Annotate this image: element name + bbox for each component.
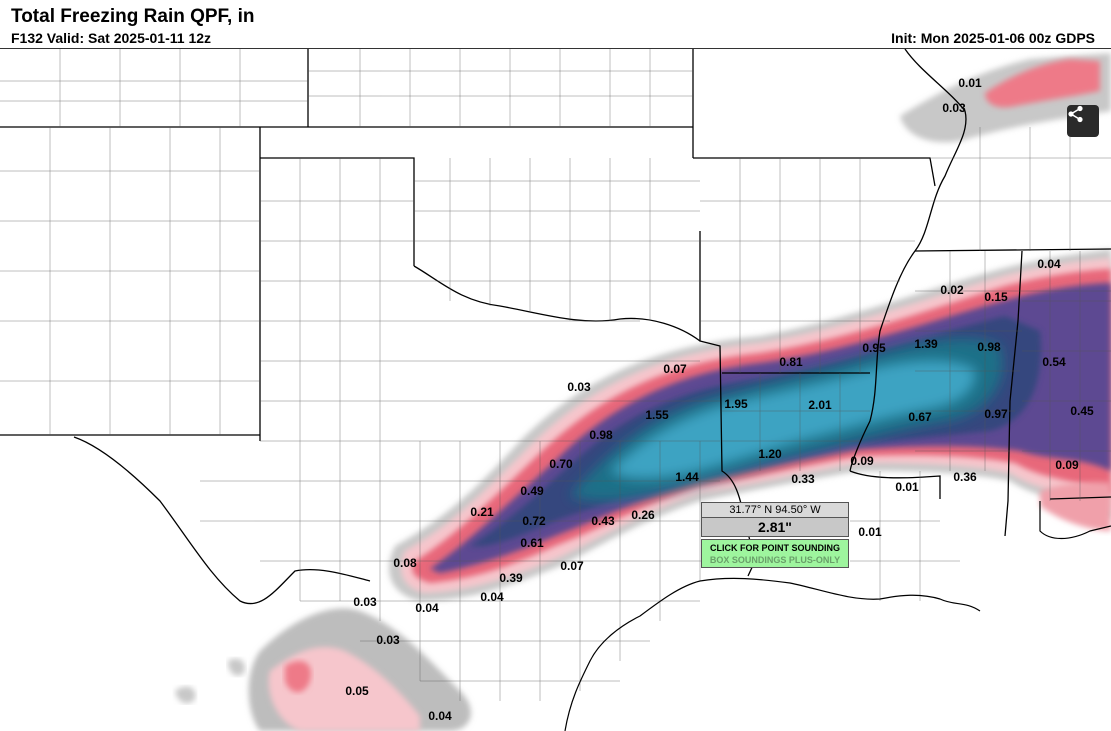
map-value-label: 2.01 bbox=[808, 398, 832, 412]
map-value-label: 1.39 bbox=[914, 337, 938, 351]
county-lines bbox=[0, 49, 1111, 701]
map-value-label: 0.21 bbox=[470, 505, 494, 519]
valid-time: F132 Valid: Sat 2025-01-11 12z bbox=[11, 30, 212, 46]
map-value-label: 0.81 bbox=[779, 355, 803, 369]
map-value-label: 0.05 bbox=[345, 684, 369, 698]
map-value-label: 0.15 bbox=[984, 290, 1008, 304]
map-value-label: 1.44 bbox=[675, 470, 699, 484]
map-value-label: 0.36 bbox=[953, 470, 977, 484]
map-value-label: 0.49 bbox=[520, 484, 544, 498]
map-value-label: 0.08 bbox=[393, 556, 417, 570]
map-value-label: 0.67 bbox=[908, 410, 932, 424]
map-value-label: 0.26 bbox=[631, 508, 655, 522]
map-value-label: 0.97 bbox=[984, 407, 1008, 421]
map-value-label: 0.95 bbox=[862, 341, 886, 355]
freezing-rain-shading bbox=[175, 53, 1111, 731]
point-popup: 31.77° N 94.50° W 2.81" CLICK FOR POINT … bbox=[701, 502, 849, 568]
popup-coordinates: 31.77° N 94.50° W bbox=[701, 502, 849, 518]
map-value-label: 0.07 bbox=[560, 559, 584, 573]
map-value-label: 0.01 bbox=[858, 525, 882, 539]
map-value-label: 0.02 bbox=[940, 283, 964, 297]
map-value-label: 0.98 bbox=[977, 340, 1001, 354]
map-value-label: 0.33 bbox=[791, 472, 815, 486]
map-value-label: 0.61 bbox=[520, 536, 544, 550]
map-value-label: 0.43 bbox=[591, 514, 615, 528]
map-value-label: 0.39 bbox=[499, 571, 523, 585]
map-value-label: 0.54 bbox=[1042, 355, 1066, 369]
map-value-label: 0.03 bbox=[567, 380, 591, 394]
map-value-label: 1.55 bbox=[645, 408, 669, 422]
map-value-label: 0.03 bbox=[942, 101, 966, 115]
header: Total Freezing Rain QPF, in F132 Valid: … bbox=[0, 0, 1111, 48]
map-value-label: 0.07 bbox=[663, 362, 687, 376]
map-value-label: 0.98 bbox=[589, 428, 613, 442]
map-value-label: 0.45 bbox=[1070, 404, 1094, 418]
map-value-label: 1.95 bbox=[724, 397, 748, 411]
point-sounding-button[interactable]: CLICK FOR POINT SOUNDING BOX SOUNDINGS P… bbox=[701, 539, 849, 568]
box-soundings-note: BOX SOUNDINGS PLUS-ONLY bbox=[709, 555, 841, 565]
share-button[interactable] bbox=[1067, 105, 1099, 137]
share-icon bbox=[1068, 105, 1083, 123]
map-value-label: 0.04 bbox=[415, 601, 439, 615]
map-area[interactable]: 0.01 0.03 0.04 0.02 0.15 1.39 0.98 0.95 0.81 0.07… bbox=[0, 48, 1111, 731]
state-borders bbox=[0, 49, 1111, 605]
map-value-label: 0.04 bbox=[480, 590, 504, 604]
map-value-label: 0.04 bbox=[1037, 257, 1061, 271]
map-value-label: 0.04 bbox=[428, 709, 452, 723]
map-value-label: 0.09 bbox=[1055, 458, 1079, 472]
map-value-label: 0.72 bbox=[522, 514, 546, 528]
popup-value: 2.81" bbox=[701, 518, 849, 537]
map-value-label: 0.01 bbox=[895, 480, 919, 494]
map-value-label: 0.09 bbox=[850, 454, 874, 468]
map-title: Total Freezing Rain QPF, in bbox=[11, 6, 255, 27]
init-time: Init: Mon 2025-01-06 00z GDPS bbox=[891, 30, 1095, 46]
map-value-label: 1.20 bbox=[758, 447, 782, 461]
map-value-label: 0.03 bbox=[353, 595, 377, 609]
map-canvas bbox=[0, 49, 1111, 731]
map-value-label: 0.70 bbox=[549, 457, 573, 471]
map-value-label: 0.03 bbox=[376, 633, 400, 647]
coastline bbox=[564, 501, 1111, 731]
map-value-label: 0.01 bbox=[958, 76, 982, 90]
point-sounding-label: CLICK FOR POINT SOUNDING bbox=[710, 543, 840, 553]
